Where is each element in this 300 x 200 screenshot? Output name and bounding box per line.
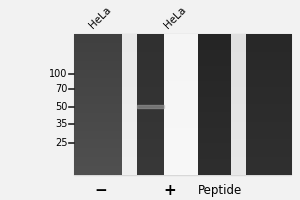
- Text: 100: 100: [49, 69, 68, 79]
- Text: HeLa: HeLa: [162, 5, 188, 31]
- Text: 35: 35: [55, 119, 68, 129]
- Text: 50: 50: [55, 102, 68, 112]
- Text: 25: 25: [55, 138, 68, 148]
- Text: 70: 70: [55, 84, 68, 94]
- Text: −: −: [94, 183, 107, 198]
- Text: HeLa: HeLa: [87, 5, 113, 31]
- Text: +: +: [163, 183, 176, 198]
- Bar: [136, 105, 164, 108]
- Text: Peptide: Peptide: [198, 184, 242, 197]
- Bar: [74, 34, 291, 175]
